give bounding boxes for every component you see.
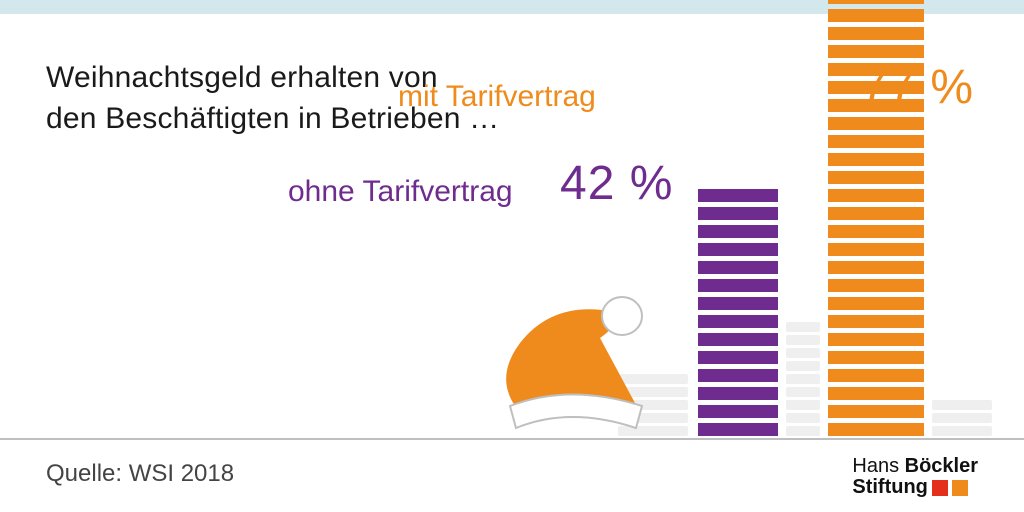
bar-segment — [828, 81, 924, 94]
bar-segment — [828, 333, 924, 346]
bar-segment — [828, 99, 924, 112]
bar-segment — [828, 279, 924, 292]
bar-segment — [698, 225, 778, 238]
bar-segment — [698, 387, 778, 400]
logo-square-red — [932, 480, 948, 496]
bar-mit-tarifvertrag — [828, 0, 924, 436]
bar-segment — [828, 207, 924, 220]
logo-text-light: Hans — [852, 455, 904, 477]
coin-stack-bg — [932, 400, 992, 436]
boeckler-logo: Hans Böckler Stiftung — [852, 456, 978, 498]
bar-segment — [828, 0, 924, 4]
bar-segment — [828, 225, 924, 238]
bar-segment — [828, 63, 924, 76]
bar-ohne-tarifvertrag — [698, 189, 778, 436]
source-text: Quelle: WSI 2018 — [46, 460, 234, 488]
logo-text-bold: Böckler — [905, 455, 978, 477]
bar-segment — [698, 315, 778, 328]
bar-segment — [828, 297, 924, 310]
bar-segment — [698, 279, 778, 292]
headline-line1: Weihnachtsgeld erhalten von — [46, 61, 438, 94]
label-mit-tarifvertrag: mit Tarifvertrag — [398, 80, 596, 114]
bar-segment — [698, 333, 778, 346]
bar-segment — [698, 369, 778, 382]
bar-segment — [828, 405, 924, 418]
bar-segment — [828, 9, 924, 22]
label-ohne-tarifvertrag: ohne Tarifvertrag — [288, 175, 513, 209]
bar-segment — [828, 315, 924, 328]
bar-segment — [698, 189, 778, 202]
bar-segment — [828, 45, 924, 58]
value-ohne-tarifvertrag: 42 % — [560, 156, 673, 211]
bar-segment — [828, 387, 924, 400]
bar-segment — [698, 423, 778, 436]
bar-segment — [698, 405, 778, 418]
footer-rule — [0, 438, 1024, 440]
bar-segment — [698, 297, 778, 310]
bar-segment — [828, 189, 924, 202]
coin-stack-bg — [786, 322, 820, 436]
bar-segment — [828, 261, 924, 274]
bar-segment — [698, 351, 778, 364]
bar-segment — [828, 27, 924, 40]
bar-segment — [828, 369, 924, 382]
bar-segment — [828, 243, 924, 256]
bar-segment — [698, 243, 778, 256]
logo-square-orange — [952, 480, 968, 496]
bar-segment — [828, 117, 924, 130]
bar-segment — [828, 423, 924, 436]
bar-segment — [828, 135, 924, 148]
bar-segment — [828, 171, 924, 184]
bar-segment — [698, 261, 778, 274]
bar-segment — [828, 153, 924, 166]
bar-segment — [828, 351, 924, 364]
logo-text-line2: Stiftung — [852, 477, 928, 498]
bar-segment — [698, 207, 778, 220]
santa-hat-icon — [470, 288, 660, 438]
